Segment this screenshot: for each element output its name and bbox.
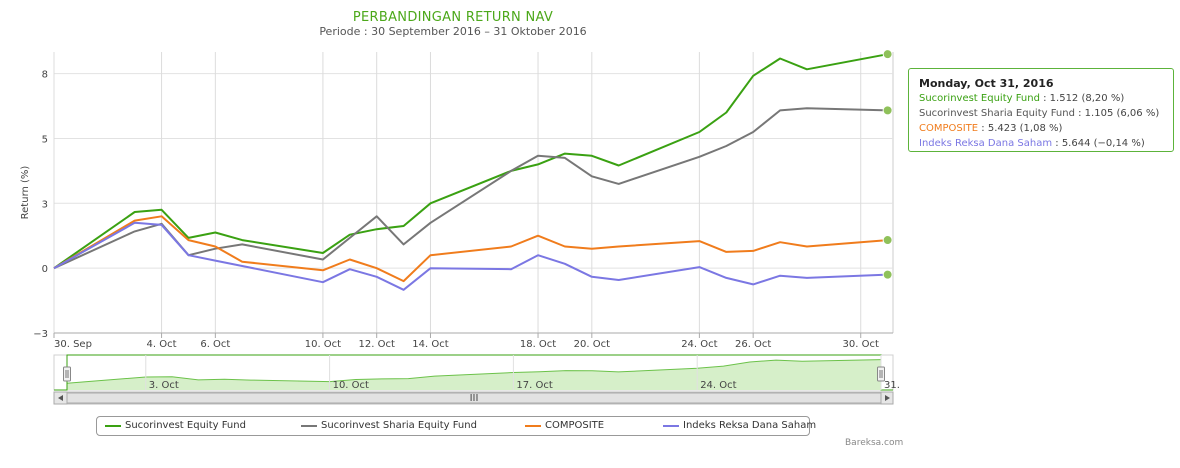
navigator-label: 17. Oct [516, 380, 552, 391]
navigator-label: 24. Oct [700, 380, 736, 391]
tooltip-series-name: COMPOSITE [919, 123, 979, 134]
navigator-selection-outline [54, 354, 893, 391]
series-line [53, 53, 888, 270]
tooltip-value: : 5.423 (1,08 %) [978, 123, 1063, 134]
chart-title: PERBANDINGAN RETURN NAV [352, 10, 554, 25]
x-tick-label: 10. Oct [305, 339, 341, 350]
legend-item-sucorinvest-equity[interactable]: Sucorinvest Equity Fund [105, 420, 246, 431]
tooltip-value: : 1.512 (8,20 %) [1039, 93, 1125, 104]
series-end-marker [882, 269, 893, 280]
tooltip-series-name: Sucorinvest Equity Fund [919, 93, 1040, 104]
legend-swatch [105, 424, 121, 427]
x-tick-label: 14. Oct [412, 339, 448, 350]
navigator-label: 10. Oct [333, 380, 369, 391]
navigator-right-handle[interactable] [877, 366, 885, 382]
tooltip-row: Sucorinvest Equity Fund : 1.512 (8,20 %) [919, 91, 1163, 106]
x-tick-label: 30. Oct [843, 339, 879, 350]
navigator-left-handle[interactable] [63, 366, 71, 382]
range-navigator: 3. Oct 10. Oct 17. Oct 24. Oct 31. III [53, 354, 900, 405]
y-tick-label: 8 [42, 70, 48, 81]
legend-label: Sucorinvest Equity Fund [125, 420, 246, 431]
tooltip-series-name: Indeks Reksa Dana Saham [919, 138, 1053, 149]
credit-link[interactable]: Bareksa.com [845, 438, 904, 448]
navigator-line [66, 359, 882, 384]
legend-item-composite[interactable]: COMPOSITE [525, 420, 604, 431]
series-lines [53, 49, 893, 291]
legend-label: Indeks Reksa Dana Saham [683, 420, 817, 431]
legend-item-indeks-reksa-dana-saham[interactable]: Indeks Reksa Dana Saham [663, 420, 816, 431]
x-tick-label: 4. Oct [147, 339, 177, 350]
x-tick-label: 30. Sep [54, 339, 92, 350]
series-end-marker [882, 235, 893, 246]
navigator-label: 3. Oct [149, 380, 179, 391]
x-axis: 30. Sep 4. Oct 6. Oct 10. Oct 12. Oct 14. Oct… [53, 332, 893, 350]
y-axis-title: Return (%) [20, 166, 31, 220]
y-tick-label: −3 [33, 329, 48, 340]
legend-swatch [301, 424, 317, 427]
tooltip-row: Indeks Reksa Dana Saham : 5.644 (−0,14 %… [919, 136, 1163, 151]
legend-label: COMPOSITE [545, 420, 605, 431]
arrow-left-icon [58, 395, 63, 401]
x-tick-label: 6. Oct [200, 339, 230, 350]
legend-swatch [663, 424, 679, 427]
legend-item-sucorinvest-sharia[interactable]: Sucorinvest Sharia Equity Fund [301, 420, 477, 431]
tooltip: Monday, Oct 31, 2016 Sucorinvest Equity … [908, 68, 1174, 152]
x-tick-label: 18. Oct [520, 339, 556, 350]
navigator-label: 31. [884, 380, 900, 391]
chart-subtitle: Periode : 30 September 2016 – 31 Oktober… [319, 25, 587, 38]
grid-lines [53, 52, 894, 334]
tooltip-value: : 1.105 (6,06 %) [1074, 108, 1160, 119]
tooltip-series-name: Sucorinvest Sharia Equity Fund [919, 108, 1075, 119]
series-line [53, 221, 888, 291]
scrollbar-grip: III [470, 393, 479, 404]
tooltip-date: Monday, Oct 31, 2016 [919, 77, 1054, 90]
series-end-marker [882, 49, 893, 60]
legend-label: Sucorinvest Sharia Equity Fund [321, 420, 477, 431]
y-tick-label: 5 [42, 134, 48, 145]
tooltip-row: COMPOSITE : 5.423 (1,08 %) [919, 121, 1163, 136]
series-line [53, 215, 888, 283]
y-tick-label: 0 [42, 264, 48, 275]
x-tick-label: 20. Oct [574, 339, 610, 350]
x-tick-label: 24. Oct [681, 339, 717, 350]
arrow-right-icon [885, 395, 890, 401]
y-axis: −3 0 3 5 8 Return (%) [20, 70, 48, 340]
x-tick-label: 12. Oct [359, 339, 395, 350]
x-tick-label: 26. Oct [735, 339, 771, 350]
tooltip-value: : 5.644 (−0,14 %) [1052, 138, 1145, 149]
series-line [53, 107, 888, 270]
legend: Sucorinvest Equity Fund Sucorinvest Shar… [96, 416, 816, 436]
tooltip-row: Sucorinvest Sharia Equity Fund : 1.105 (… [919, 106, 1163, 121]
series-end-marker [882, 105, 893, 116]
y-tick-label: 3 [42, 199, 48, 210]
legend-swatch [525, 424, 541, 427]
